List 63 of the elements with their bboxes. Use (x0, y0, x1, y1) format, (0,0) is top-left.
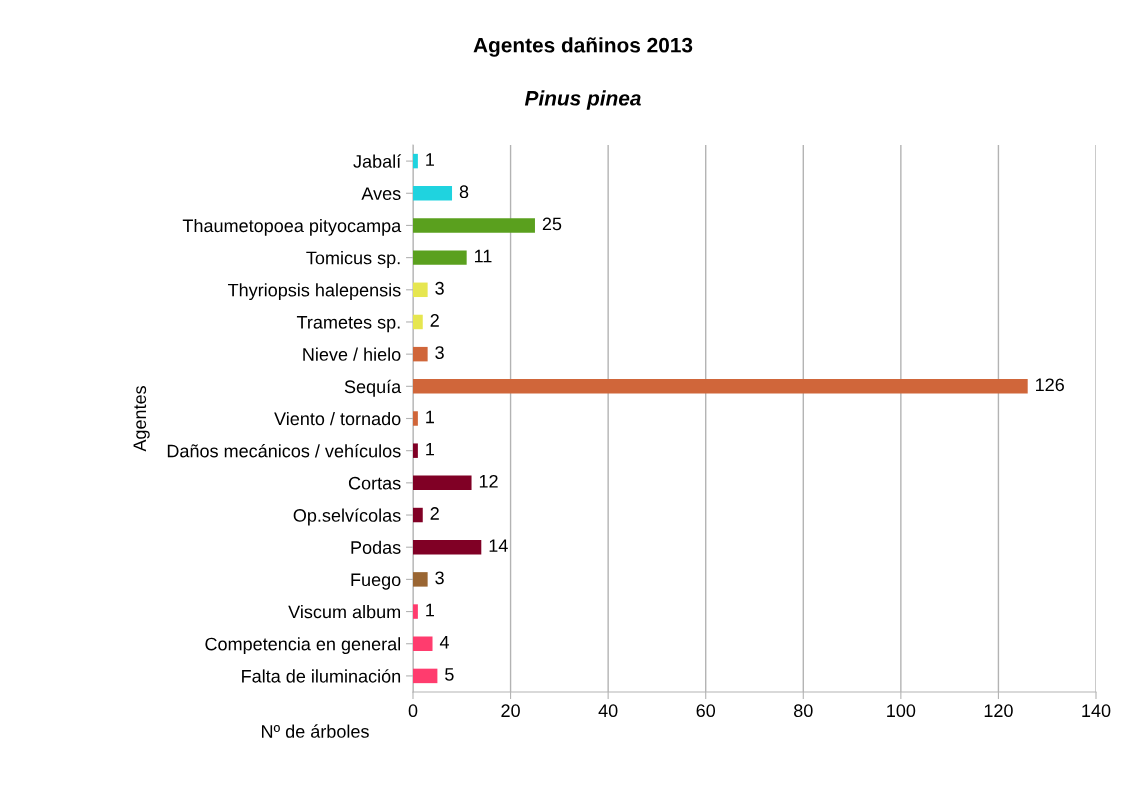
bar (413, 346, 428, 362)
x-tick-label: 0 (408, 704, 418, 718)
x-axis-title: Nº de árboles (262, 724, 369, 738)
x-tick-label: 60 (696, 704, 716, 718)
y-tick-label: Op.selvícolas (293, 508, 401, 526)
y-tick-label: Thyriopsis halepensis (227, 283, 401, 301)
bar (413, 153, 418, 169)
data-label: 2 (430, 314, 439, 327)
data-label: 1 (426, 603, 434, 617)
y-tick-label: Falta de iluminación (242, 669, 401, 683)
x-tick-label: 80 (794, 704, 813, 718)
y-tick-label: Sequía (344, 379, 402, 397)
y-tick-label: Fuego (351, 573, 401, 590)
bar (413, 539, 482, 555)
x-tick-label: 40 (598, 704, 618, 718)
y-tick-label: Jabalí (353, 154, 402, 168)
y-axis-title: Agentes (133, 386, 150, 452)
y-tick-label: Daños mecánicos / vehículos (167, 443, 401, 458)
data-label: 11 (474, 249, 492, 263)
data-label: 3 (435, 571, 444, 585)
data-label: 1 (426, 410, 434, 424)
data-label: 3 (435, 346, 444, 359)
bar (413, 282, 428, 298)
y-tick-label: Cortas (348, 476, 401, 490)
data-label: 1 (426, 442, 434, 456)
bar (413, 250, 467, 265)
chart-subtitle: Pinus pinea (524, 90, 641, 110)
chart-title: Agentes dañinos 2013 (473, 37, 693, 57)
x-tick-label: 100 (887, 704, 916, 718)
bar (413, 572, 428, 587)
y-tick-label: Aves (361, 187, 401, 200)
bar (413, 218, 535, 233)
data-label: 14 (489, 539, 508, 552)
y-tick-label: Podas (351, 540, 401, 554)
bar (413, 604, 418, 619)
bar (413, 507, 423, 523)
bar (413, 379, 1028, 394)
data-label: 1 (426, 153, 434, 166)
bar (413, 475, 472, 491)
y-tick-label: Nieve / hielo (303, 347, 401, 361)
y-tick-label: Competencia en general (205, 637, 400, 655)
bar (413, 443, 418, 458)
data-label: 5 (445, 668, 454, 681)
x-tick-label: 120 (984, 704, 1013, 718)
data-label: 4 (439, 635, 449, 649)
y-tick-label: Viento / tornado (274, 411, 401, 426)
bar (413, 411, 418, 426)
bar (413, 636, 433, 651)
data-label: 8 (459, 185, 469, 199)
x-tick-label: 20 (501, 704, 520, 718)
bar (413, 314, 423, 330)
bar (413, 186, 453, 201)
bar (413, 668, 438, 684)
y-tick-label: Viscum album (288, 605, 401, 619)
data-label: 3 (435, 281, 444, 295)
y-tick-label: Tomicus sp. (306, 251, 400, 268)
y-tick-label: Thaumetopoea pityocampa (182, 218, 402, 236)
data-label: 2 (430, 507, 439, 520)
data-label: 12 (479, 474, 498, 488)
y-tick-label: Trametes sp. (296, 316, 400, 333)
x-tick-label: 140 (1082, 704, 1111, 718)
data-label: 25 (542, 217, 562, 231)
data-label: 126 (1036, 378, 1064, 392)
